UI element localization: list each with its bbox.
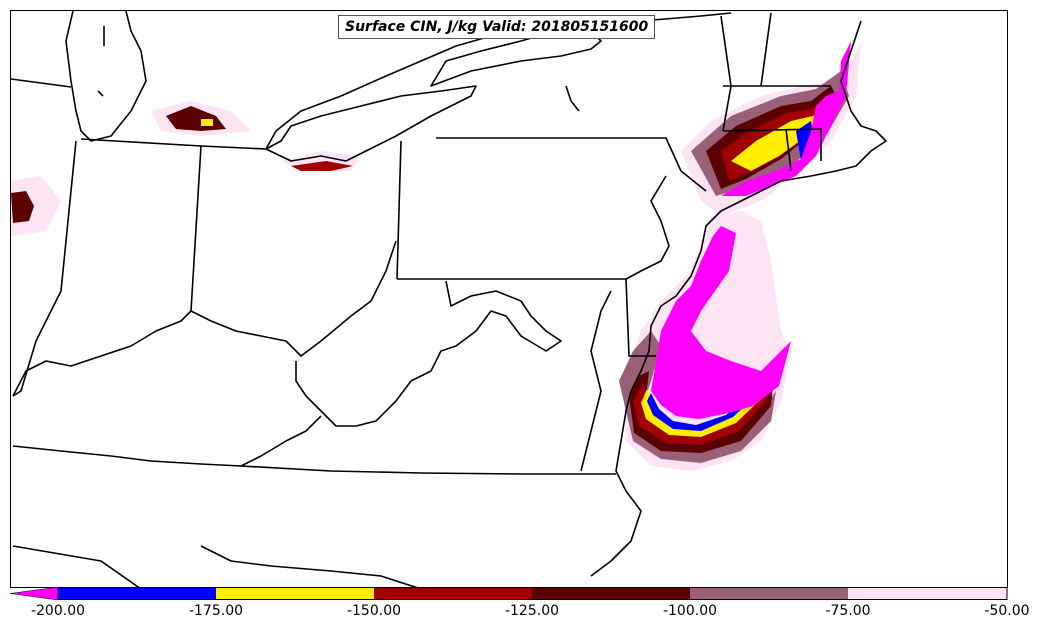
- lake-ontario-outline: [430, 30, 602, 87]
- colorbar-tick-label: -200.00: [30, 603, 86, 619]
- chesapeake-bay: [580, 290, 612, 472]
- state-border-ky-va: [240, 415, 322, 467]
- state-border-ky-tn: [12, 445, 242, 467]
- map-area: [10, 10, 1008, 588]
- state-border-nc-sc: [200, 545, 418, 587]
- state-border-in-oh: [190, 145, 202, 312]
- colorbar-tick-label: -175.00: [188, 603, 244, 619]
- state-border-tn-south: [12, 545, 140, 587]
- colorbar-tick-label: -150.00: [346, 603, 402, 619]
- cin-region-nj-magenta: [651, 226, 791, 419]
- state-border-pa-ny: [436, 137, 707, 192]
- state-border-vt-nh: [760, 12, 772, 87]
- cin-region-nj-blue: [647, 393, 759, 431]
- cin-region-erie-red: [291, 161, 353, 171]
- colorbar-outline: [57, 587, 1008, 600]
- atlantic-coastline: [590, 20, 887, 577]
- colorbar-segment-mauve: [690, 587, 848, 600]
- cin-region-lake-yellow: [201, 119, 213, 126]
- colorbar-tick-label: -125.00: [504, 603, 560, 619]
- state-border-oh-pa: [396, 140, 402, 280]
- lake-minor-2: [565, 85, 580, 112]
- state-border-va-nc: [240, 465, 616, 475]
- cin-region-ne-magenta: [721, 41, 851, 196]
- colorbar-segment-lightpink: [848, 587, 1007, 600]
- state-border-il-in: [12, 140, 77, 397]
- map-canvas: [11, 11, 887, 587]
- state-border-ma-south: [722, 128, 822, 161]
- colorbar-tick-label: -75.00: [825, 603, 871, 619]
- state-border-wv: [295, 280, 562, 427]
- colorbar-tick-label: -100.00: [662, 603, 718, 619]
- state-border-ct-ri: [785, 128, 792, 172]
- colorbar: [10, 587, 1008, 600]
- colorbar-segment-blue: [58, 587, 216, 600]
- colorbar-segment-extend: [10, 587, 59, 600]
- cin-region-ne-yellow: [731, 106, 825, 171]
- colorbar-segment-darkred: [532, 587, 690, 600]
- cin-region-west-darkred: [11, 191, 34, 223]
- state-border-pa-nj: [625, 175, 670, 280]
- map-title: Surface CIN, J/kg Valid: 201805151600: [338, 15, 656, 39]
- colorbar-tick-label: -50.00: [984, 603, 1030, 619]
- colorbar-segment-yellow: [216, 587, 374, 600]
- lake-minor-1: [97, 26, 105, 97]
- ohio-river: [12, 240, 397, 397]
- map-boundaries: [11, 11, 887, 587]
- state-border-michigan-south: [80, 138, 267, 150]
- colorbar-segment-red: [374, 587, 532, 600]
- lake-michigan-outline: [65, 11, 147, 142]
- lake-erie-outline: [265, 85, 477, 162]
- cin-shading: [11, 41, 861, 471]
